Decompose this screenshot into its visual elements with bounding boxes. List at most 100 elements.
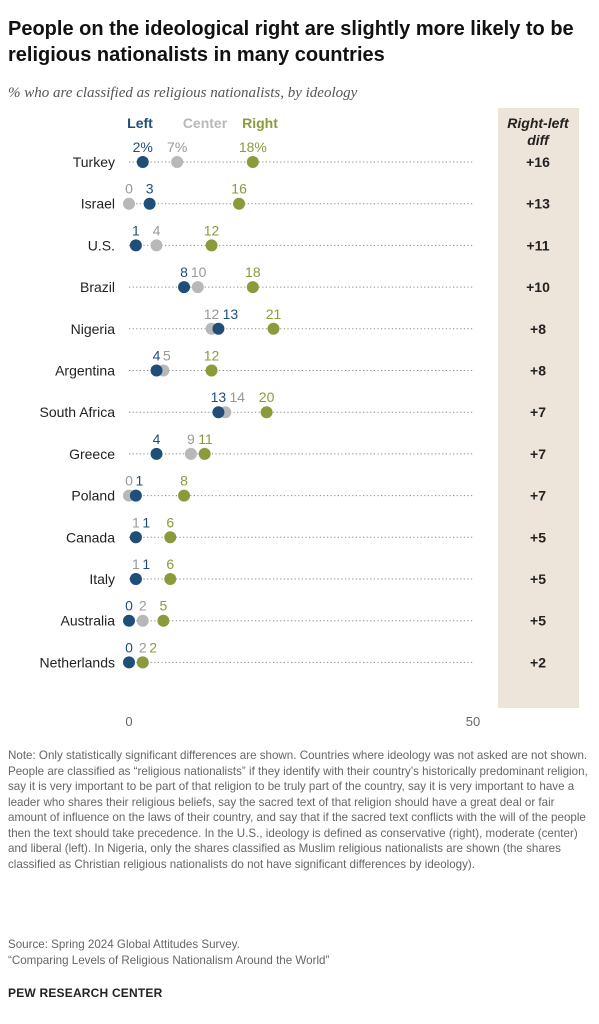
diff-header-line2: diff — [527, 132, 550, 148]
dot-center — [171, 156, 184, 168]
country-label: South Africa — [40, 404, 116, 420]
dot-right — [136, 656, 149, 669]
dot-left — [150, 447, 163, 460]
country-label: Greece — [69, 446, 115, 462]
chart-source: Source: Spring 2024 Global Attitudes Sur… — [8, 938, 240, 951]
dot-center — [136, 614, 149, 627]
x-tick-label: 0 — [125, 714, 132, 729]
value-label-center: 0 — [125, 473, 133, 489]
country-label: U.S. — [88, 237, 115, 253]
diff-value: +7 — [530, 488, 546, 504]
value-label-left: 2% — [133, 139, 153, 155]
country-label: Canada — [66, 529, 115, 545]
dot-center — [123, 197, 135, 210]
value-label-center: 5 — [163, 348, 171, 364]
dot-right — [260, 406, 273, 419]
value-label-right: 18% — [239, 139, 267, 155]
chart-title: People on the ideological right are slig… — [8, 18, 574, 66]
value-label-right: 12 — [204, 348, 220, 364]
legend-right: Right — [242, 115, 278, 131]
diff-value: +8 — [530, 321, 546, 337]
dot-left — [178, 281, 191, 294]
value-label-left: 8 — [180, 264, 188, 280]
dot-right — [205, 239, 218, 252]
diff-value: +16 — [526, 154, 550, 170]
dot-right — [157, 614, 170, 627]
country-label: Nigeria — [71, 321, 116, 337]
country-label: Turkey — [73, 154, 115, 170]
value-label-left: 1 — [132, 222, 140, 238]
diff-value: +8 — [530, 363, 546, 379]
dot-left — [212, 406, 225, 419]
dot-right — [267, 322, 280, 335]
dot-left — [136, 156, 149, 168]
report-title: “Comparing Levels of Religious Nationali… — [8, 954, 330, 967]
value-label-center: 14 — [229, 389, 245, 405]
value-label-right: 2 — [149, 639, 157, 655]
value-label-right: 8 — [180, 473, 188, 489]
country-label: Israel — [81, 196, 115, 212]
value-label-right: 18 — [245, 264, 261, 280]
value-label-center: 12 — [204, 306, 220, 322]
chart-subtitle: % who are classified as religious nation… — [8, 85, 358, 101]
dot-left — [129, 489, 142, 502]
dot-left — [123, 656, 135, 669]
dot-right — [164, 573, 177, 585]
diff-value: +7 — [530, 404, 546, 420]
value-label-center: 10 — [191, 264, 207, 280]
diff-value: +7 — [530, 446, 546, 462]
legend-left: Left — [127, 115, 153, 131]
dot-center — [191, 281, 204, 294]
dot-right — [164, 531, 177, 544]
dot-right — [198, 447, 211, 460]
dot-left — [129, 531, 142, 544]
value-label-left: 0 — [125, 598, 133, 614]
dot-left — [129, 573, 142, 585]
diff-value: +5 — [530, 529, 546, 545]
value-label-center: 4 — [153, 222, 161, 238]
dot-right — [246, 156, 259, 168]
diff-header: Right-left — [507, 115, 570, 131]
dot-right — [233, 197, 246, 210]
value-label-right: 6 — [166, 514, 174, 530]
value-label-left: 4 — [153, 348, 161, 364]
country-label: Argentina — [55, 363, 115, 379]
value-label-center: 2 — [139, 639, 147, 655]
dot-left — [212, 322, 225, 335]
country-label: Netherlands — [40, 654, 116, 670]
value-label-center: 0 — [125, 181, 133, 197]
diff-value: +10 — [526, 279, 550, 295]
value-label-left: 13 — [211, 389, 227, 405]
diff-value: +5 — [530, 613, 546, 629]
value-label-center: 9 — [187, 431, 195, 447]
value-label-center: 7% — [167, 139, 187, 155]
value-label-left: 1 — [142, 556, 150, 572]
dot-center — [150, 239, 163, 252]
value-label-right: 21 — [266, 306, 282, 322]
country-label: Italy — [89, 571, 115, 587]
dot-right — [246, 281, 259, 294]
value-label-right: 5 — [160, 598, 168, 614]
dot-left — [143, 197, 156, 210]
value-label-left: 4 — [153, 431, 161, 447]
country-label: Brazil — [80, 279, 115, 295]
dot-right — [178, 489, 191, 502]
chart-note: Note: Only statistically significant dif… — [8, 749, 588, 871]
diff-value: +13 — [526, 196, 550, 212]
value-label-right: 16 — [231, 181, 247, 197]
value-label-left: 1 — [136, 473, 144, 489]
value-label-center: 1 — [132, 556, 140, 572]
value-label-center: 2 — [139, 598, 147, 614]
diff-value: +2 — [530, 654, 546, 670]
value-label-right: 12 — [204, 222, 220, 238]
value-label-left: 3 — [146, 181, 154, 197]
value-label-left: 13 — [223, 306, 239, 322]
dot-center — [184, 447, 197, 460]
value-label-left: 1 — [142, 514, 150, 530]
value-label-center: 1 — [132, 514, 140, 530]
legend-center: Center — [183, 115, 228, 131]
value-label-right: 20 — [259, 389, 275, 405]
organization-name: PEW RESEARCH CENTER — [8, 986, 163, 1000]
value-label-right: 6 — [166, 556, 174, 572]
